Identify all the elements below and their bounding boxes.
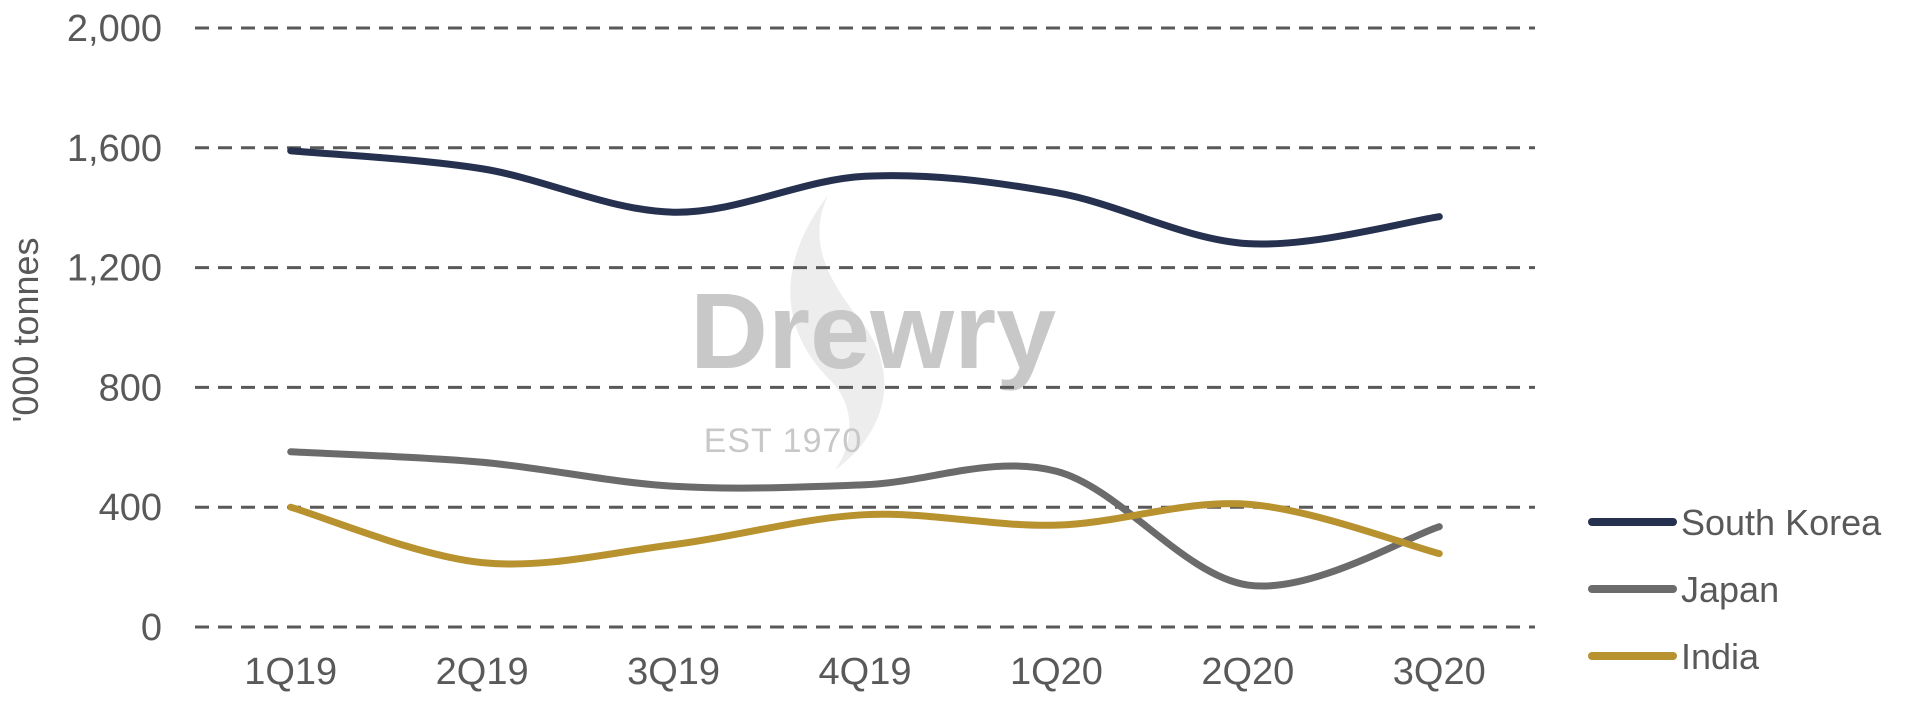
x-tick-label: 1Q20 (1010, 651, 1103, 693)
series-lines (287, 147, 1443, 590)
drewry-watermark: Drewry EST 1970 (690, 195, 1056, 470)
legend-label-india: India (1681, 636, 1760, 677)
x-tick-label: 2Q20 (1201, 651, 1294, 693)
x-tick-label: 3Q19 (627, 651, 720, 693)
x-tick-label: 4Q19 (819, 651, 912, 693)
y-axis-label: '000 tonnes (5, 237, 46, 422)
flame-logo-icon (790, 195, 885, 470)
gridlines (195, 26, 1535, 629)
x-tick-label: 3Q20 (1393, 651, 1486, 693)
watermark-brand: Drewry (690, 270, 1056, 391)
series-line-south-korea (287, 147, 1443, 248)
y-tick-label: 1,200 (67, 248, 162, 290)
legend-label-japan: Japan (1681, 569, 1779, 610)
legend: South Korea Japan India (1588, 502, 1882, 677)
legend-label-south-korea: South Korea (1681, 502, 1882, 543)
x-tick-label: 1Q19 (244, 651, 337, 693)
watermark-tagline: EST 1970 (704, 422, 863, 460)
y-axis-ticks: 0 400 800 1,200 1,600 2,000 (67, 8, 162, 649)
y-tick-label: 1,600 (67, 128, 162, 170)
x-tick-label: 2Q19 (436, 651, 529, 693)
x-axis-ticks: 1Q19 2Q19 3Q19 4Q19 1Q20 2Q20 3Q20 (244, 651, 1486, 693)
series-line-india (287, 500, 1443, 568)
y-tick-label: 800 (99, 367, 162, 409)
y-tick-label: 2,000 (67, 8, 162, 50)
series-line-japan (287, 448, 1443, 590)
y-tick-label: 400 (99, 487, 162, 529)
y-tick-label: 0 (141, 607, 162, 649)
